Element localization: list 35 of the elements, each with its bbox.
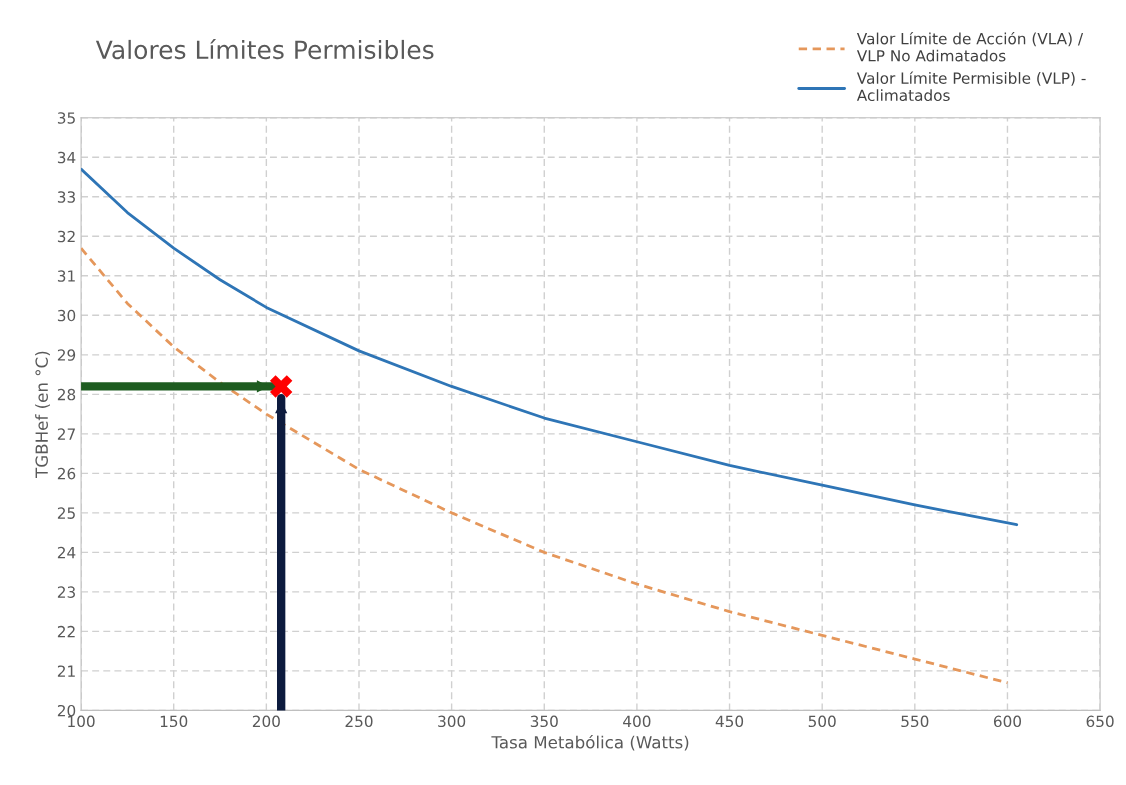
x-tick-label: 450 (715, 715, 744, 728)
y-tick-label: 28 (57, 388, 76, 401)
x-tick-label: 300 (438, 715, 466, 728)
x-tick-label: 150 (160, 715, 188, 728)
x-tick-label: 600 (993, 715, 1022, 728)
y-tick-label: 25 (57, 507, 75, 519)
line-series (81, 246, 1009, 685)
x-axis-title: Tasa Metabólica (Watts) (491, 734, 689, 751)
y-tick-label: 33 (57, 191, 75, 203)
y-tick-label: 30 (57, 309, 76, 322)
y-tick-label: 20 (57, 704, 76, 717)
legend-label: Valor Límite Permisible (VLP) - Aclimatados (856, 71, 1086, 102)
x-tick-label: 250 (345, 715, 373, 728)
y-tick-label: 34 (57, 151, 76, 164)
y-tick-label: 22 (57, 625, 75, 638)
chart-title: Valores Límites Permisibles (95, 38, 434, 60)
x-tick-label: 500 (808, 715, 836, 728)
y-tick-label: 21 (57, 665, 75, 677)
x-tick-label: 100 (68, 715, 95, 728)
y-axis-title: TGBHef (en °C) (35, 351, 50, 478)
y-tick-label: 32 (57, 230, 75, 243)
y-tick-label: 35 (57, 112, 75, 124)
x-tick-label: 400 (623, 715, 651, 728)
line-series (81, 167, 1019, 527)
y-tick-label: 24 (57, 546, 76, 559)
y-tick-label: 31 (57, 270, 75, 282)
y-tick-label: 27 (57, 428, 75, 440)
x-tick-label: 650 (1086, 715, 1114, 728)
x-tick-label: 550 (901, 715, 929, 728)
x-tick-label: 350 (530, 715, 558, 728)
y-tick-label: 23 (57, 586, 75, 598)
legend-label: Valor Límite de Acción (VLA) / VLP No Adimatados (856, 31, 1084, 62)
x-tick-label: 200 (252, 715, 280, 728)
y-tick-label: 29 (57, 349, 76, 361)
y-tick-label: 26 (57, 467, 76, 480)
